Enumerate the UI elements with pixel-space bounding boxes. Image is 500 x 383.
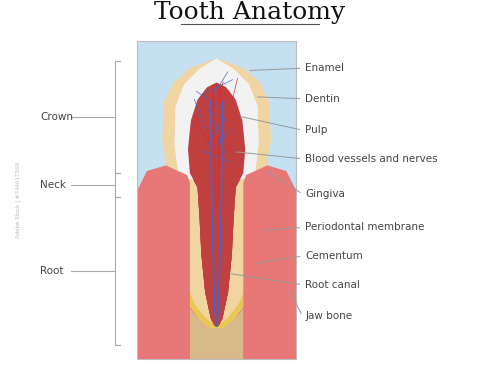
Polygon shape: [188, 82, 245, 327]
Text: Dentin: Dentin: [306, 94, 340, 104]
Text: Pulp: Pulp: [306, 125, 328, 135]
Polygon shape: [244, 165, 296, 359]
Text: Crown: Crown: [40, 112, 73, 122]
Polygon shape: [174, 59, 258, 180]
Polygon shape: [188, 82, 245, 327]
Text: Blood vessels and nerves: Blood vessels and nerves: [306, 154, 438, 164]
Bar: [138, 192, 296, 359]
Bar: [138, 41, 296, 359]
Polygon shape: [188, 82, 245, 327]
Text: Enamel: Enamel: [306, 63, 344, 73]
Text: Tooth Anatomy: Tooth Anatomy: [154, 1, 346, 24]
Polygon shape: [176, 183, 256, 329]
Text: Gingiva: Gingiva: [306, 189, 345, 199]
Text: Adobe Stock | #346017569: Adobe Stock | #346017569: [16, 162, 21, 238]
Polygon shape: [182, 173, 252, 327]
Polygon shape: [138, 165, 190, 359]
Text: Neck: Neck: [40, 180, 66, 190]
Text: Root canal: Root canal: [306, 280, 360, 290]
Polygon shape: [182, 183, 252, 325]
Polygon shape: [169, 183, 264, 328]
Bar: [138, 41, 296, 359]
Text: Periodontal membrane: Periodontal membrane: [306, 223, 424, 232]
Polygon shape: [244, 165, 296, 359]
Text: Jaw bone: Jaw bone: [306, 311, 352, 321]
Polygon shape: [174, 59, 258, 180]
Polygon shape: [138, 165, 190, 359]
Text: Cementum: Cementum: [306, 251, 363, 261]
Text: Root: Root: [40, 266, 64, 276]
Polygon shape: [188, 82, 245, 327]
Polygon shape: [162, 59, 271, 329]
